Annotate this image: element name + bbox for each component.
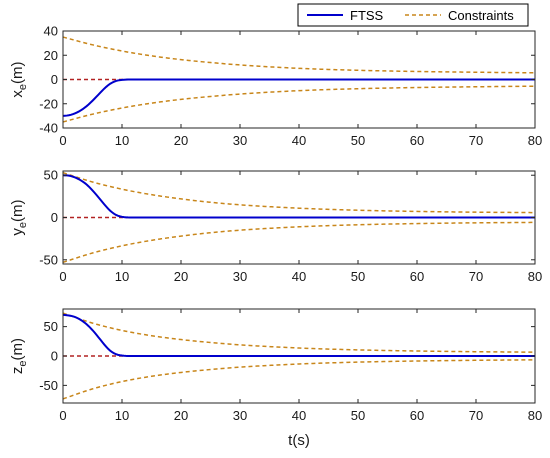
x-tick-label: 30 xyxy=(233,269,247,284)
y-tick-label: 40 xyxy=(44,24,58,39)
x-tick-label: 10 xyxy=(115,408,129,423)
series-ze-ftss xyxy=(63,313,535,357)
y-tick-label: 20 xyxy=(44,48,58,63)
x-tick-label: 30 xyxy=(233,408,247,423)
legend: FTSS Constraints xyxy=(297,3,529,27)
x-tick-label: 40 xyxy=(292,269,306,284)
x-tick-label: 70 xyxy=(469,133,483,148)
x-tick-label: 80 xyxy=(528,133,542,148)
series-ye-ftss xyxy=(63,174,535,219)
panel-xe: 0 10 20 30 40 50 60 70 80 -40 -20 0 20 40 xe(m) xyxy=(9,24,542,149)
y-tick-label: 50 xyxy=(44,319,58,334)
y-axis-label-ye: ye(m) xyxy=(9,199,29,235)
series-ze-constraint-lower xyxy=(63,359,535,400)
x-tick-label: 70 xyxy=(469,408,483,423)
x-tick-label: 80 xyxy=(528,408,542,423)
series-ye-constraints xyxy=(63,171,535,214)
chart-panels: 0 10 20 30 40 50 60 70 80 -40 -20 0 20 40 xe(m) 0 10 20 30… xyxy=(9,24,542,450)
x-tick-label: 70 xyxy=(469,269,483,284)
x-tick-label: 30 xyxy=(233,133,247,148)
x-tick-label: 50 xyxy=(351,269,365,284)
y-tick-label: -40 xyxy=(39,121,58,136)
y-tick-label: 50 xyxy=(44,168,58,183)
x-tick-label: 40 xyxy=(292,408,306,423)
x-tick-label: 20 xyxy=(174,408,188,423)
x-tick-label: 10 xyxy=(115,269,129,284)
legend-label-ftss: FTSS xyxy=(350,8,384,23)
series-ye-constraint-lower xyxy=(63,221,535,264)
y-axis-label-xe: xe(m) xyxy=(9,61,29,97)
x-tick-label: 50 xyxy=(351,408,365,423)
x-tick-label: 80 xyxy=(528,269,542,284)
y-tick-label: 0 xyxy=(51,72,58,87)
legend-label-constraints: Constraints xyxy=(448,8,514,23)
x-tick-label: 60 xyxy=(410,269,424,284)
x-tick-label: 20 xyxy=(174,133,188,148)
x-tick-label: 60 xyxy=(410,408,424,423)
y-axis-label-ze: ze(m) xyxy=(9,338,29,374)
y-tick-label: 0 xyxy=(51,210,58,225)
series-xe-ftss xyxy=(63,78,535,117)
y-tick-label: -20 xyxy=(39,96,58,111)
x-tick-label: 50 xyxy=(351,133,365,148)
x-tick-label: 0 xyxy=(59,269,66,284)
series-xe-constraint-lower xyxy=(63,85,535,123)
x-tick-label: 40 xyxy=(292,133,306,148)
y-tick-label: 0 xyxy=(51,349,58,364)
x-tick-label: 0 xyxy=(59,133,66,148)
y-tick-label: -50 xyxy=(39,252,58,267)
x-tick-label: 20 xyxy=(174,269,188,284)
x-axis-label: t(s) xyxy=(288,432,310,449)
x-tick-label: 0 xyxy=(59,408,66,423)
y-tick-label: -50 xyxy=(39,378,58,393)
series-xe-constraints xyxy=(63,36,535,74)
x-tick-label: 10 xyxy=(115,133,129,148)
series-ze-constraints xyxy=(63,312,535,353)
x-tick-label: 60 xyxy=(410,133,424,148)
